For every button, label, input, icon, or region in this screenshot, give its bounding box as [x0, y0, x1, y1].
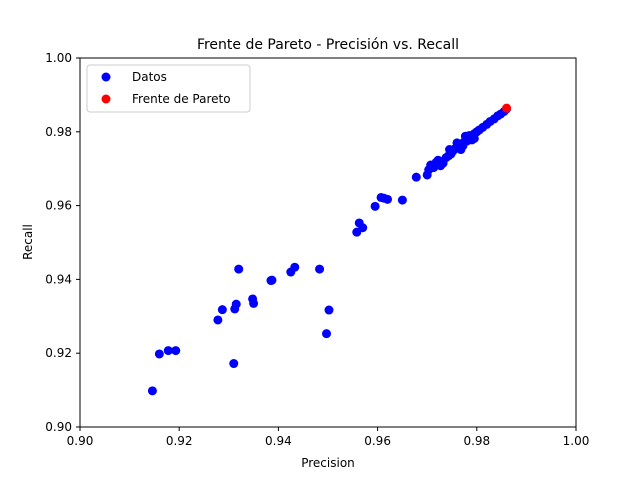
data-point	[445, 145, 455, 155]
data-point	[213, 315, 223, 325]
legend-marker-pareto	[101, 94, 111, 104]
pareto-point	[502, 103, 512, 113]
data-point	[171, 346, 181, 356]
data-point	[383, 194, 393, 204]
data-point	[315, 264, 325, 274]
y-tick-label: 0.94	[45, 272, 72, 286]
x-tick-label: 0.98	[463, 434, 490, 448]
data-point	[370, 201, 380, 211]
legend-box	[86, 64, 251, 113]
data-point	[249, 298, 259, 308]
plot-area: 0.90 0.92 0.94 0.96 0.98 1.00 0.90 0.92 0.94 0.96…	[45, 51, 589, 448]
x-tick-label: 0.96	[364, 434, 391, 448]
y-tick-label: 1.00	[45, 51, 72, 65]
data-point	[464, 130, 474, 140]
x-tick-label: 1.00	[563, 434, 590, 448]
y-tick-label: 0.96	[45, 199, 72, 213]
legend-marker-datos	[101, 72, 111, 82]
legend-label-datos: Datos	[132, 70, 167, 84]
data-point	[397, 195, 407, 205]
data-point	[163, 346, 173, 356]
data-point	[234, 264, 244, 274]
y-tick-label: 0.92	[45, 346, 72, 360]
y-tick-label: 0.98	[45, 125, 72, 139]
x-tick-label: 0.90	[67, 434, 94, 448]
data-point	[231, 299, 241, 309]
x-tick-label: 0.92	[166, 434, 193, 448]
data-point	[358, 223, 368, 233]
legend-label-pareto: Frente de Pareto	[132, 92, 231, 106]
data-point	[411, 172, 421, 182]
data-point	[154, 349, 164, 359]
plot-frame	[79, 57, 577, 428]
y-axis-label: Recall	[21, 224, 35, 260]
data-point	[217, 305, 227, 315]
data-point	[229, 359, 239, 369]
data-point	[452, 138, 462, 148]
x-tick-label: 0.94	[265, 434, 292, 448]
data-point	[147, 386, 157, 396]
x-axis-label: Precision	[301, 456, 355, 470]
data-point	[324, 305, 334, 315]
chart-title: Frente de Pareto - Precisión vs. Recall	[197, 37, 459, 53]
data-point	[267, 275, 277, 285]
data-point	[322, 329, 332, 339]
data-point	[290, 262, 300, 272]
y-tick-label: 0.90	[45, 420, 72, 434]
